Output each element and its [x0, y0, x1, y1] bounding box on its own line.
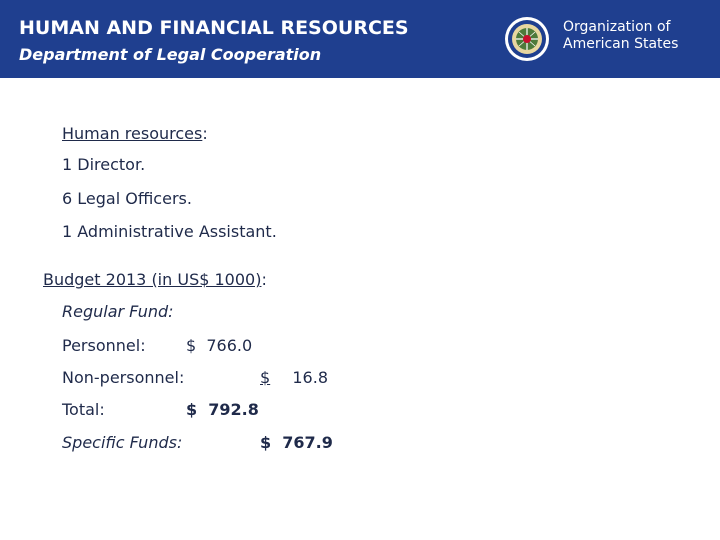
personnel-label: Personnel: [62, 336, 146, 355]
hr-item-admin-assistant: 1 Administrative Assistant. [62, 222, 277, 241]
personnel-value: $ 766.0 [186, 336, 253, 355]
total-value: $ 792.8 [186, 400, 259, 419]
logo-line-1: Organization of [563, 19, 671, 35]
nonpersonnel-value: $16.8 [260, 368, 328, 388]
total-label: Total: [62, 400, 105, 419]
specific-funds-value: $ 767.9 [260, 433, 333, 452]
hr-item-legal-officers: 6 Legal Officers. [62, 189, 192, 208]
nonpersonnel-amount: 16.8 [292, 368, 328, 387]
human-resources-heading-line: Human resources: [62, 124, 208, 144]
oas-logo: Organization of American States [502, 12, 702, 66]
logo-line-2: American States [563, 36, 679, 52]
specific-funds-label: Specific Funds: [62, 433, 183, 452]
header-bar: HUMAN AND FINANCIAL RESOURCES Department… [0, 0, 720, 78]
regular-fund-label: Regular Fund: [62, 302, 174, 321]
budget-heading: Budget 2013 (in US$ 1000) [43, 270, 262, 289]
page-subtitle: Department of Legal Cooperation [19, 45, 322, 64]
hr-item-director: 1 Director. [62, 155, 146, 174]
nonpersonnel-currency: $ [260, 368, 271, 387]
human-resources-colon: : [202, 124, 208, 143]
oas-seal-icon [505, 17, 549, 61]
budget-colon: : [261, 270, 267, 289]
page-title: HUMAN AND FINANCIAL RESOURCES [19, 17, 409, 39]
budget-heading-line: Budget 2013 (in US$ 1000): [43, 270, 267, 290]
nonpersonnel-label: Non-personnel: [62, 368, 185, 387]
human-resources-heading: Human resources [62, 124, 203, 143]
